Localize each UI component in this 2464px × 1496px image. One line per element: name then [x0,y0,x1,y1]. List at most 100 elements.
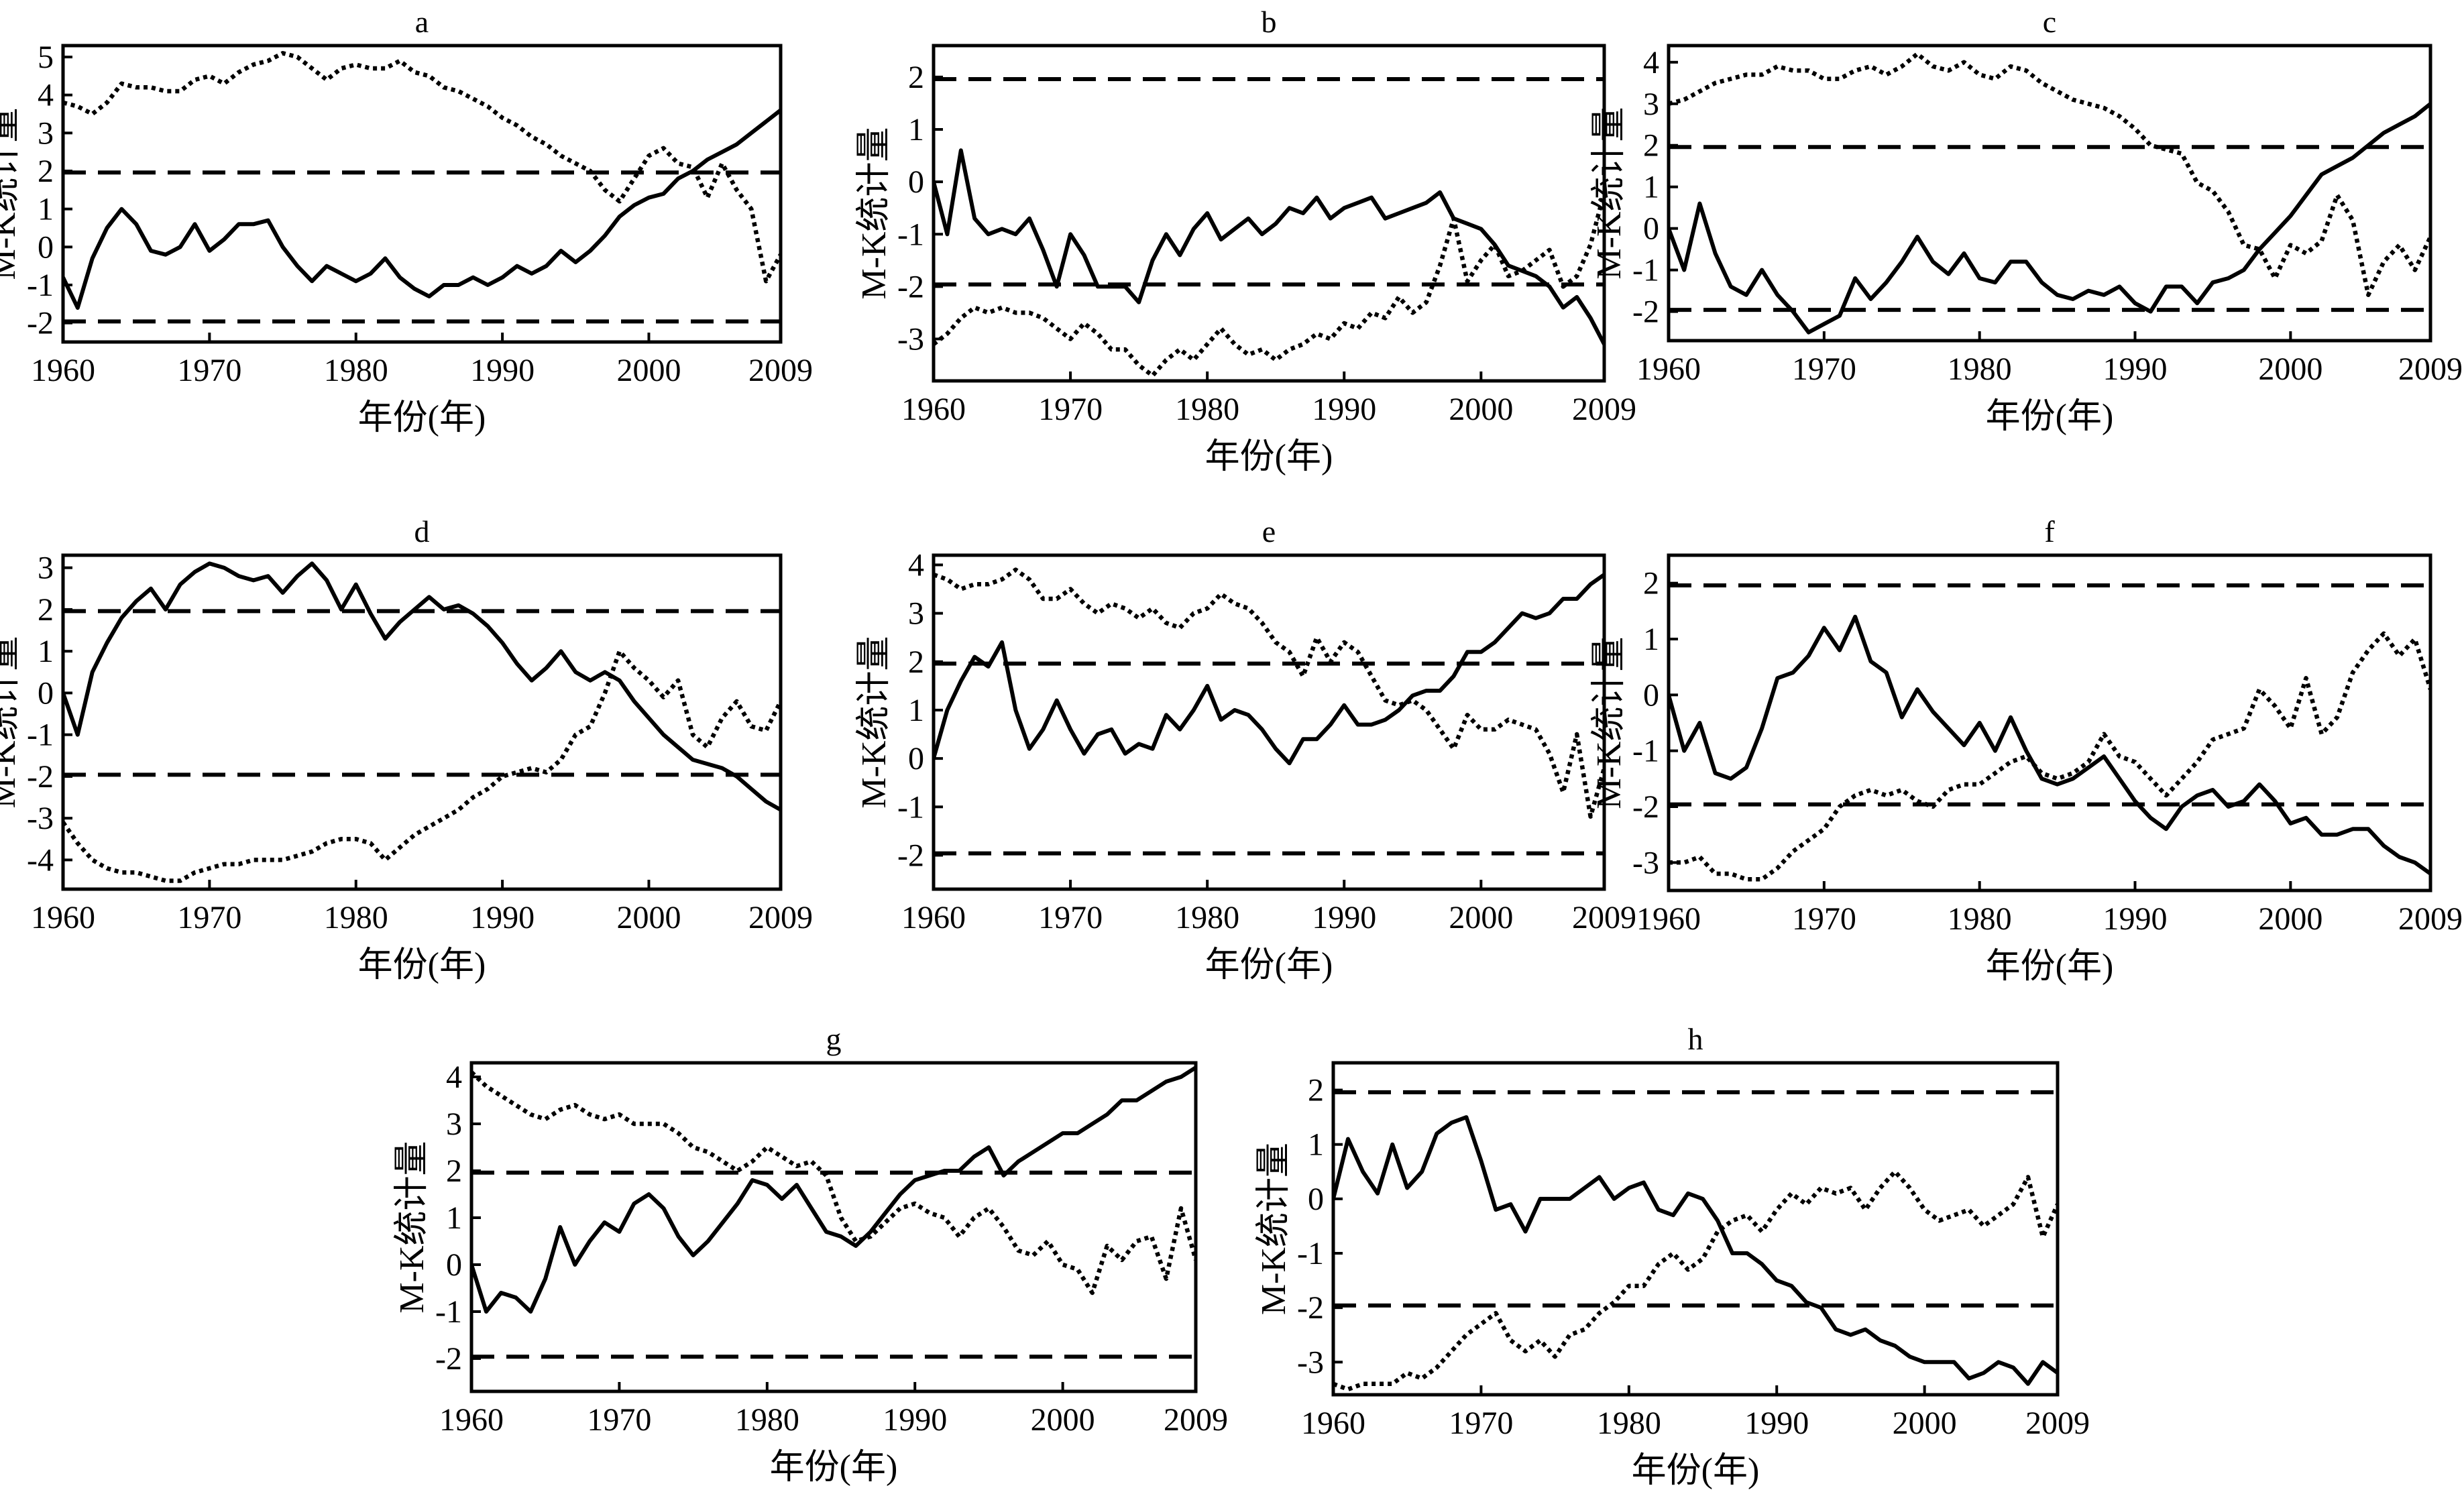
panel-title: g [826,1022,842,1056]
y-tick-label: 3 [38,551,54,586]
x-tick-label: 1990 [470,353,535,388]
y-axis-label: M-K统计量 [1590,636,1628,809]
x-tick-label: 2009 [1164,1402,1228,1438]
x-tick-label: 1990 [1312,392,1376,427]
y-tick-label: 1 [38,192,54,227]
y-tick-label: -4 [27,842,54,878]
x-tick-label: 1960 [1636,901,1701,937]
y-tick-label: 2 [1643,566,1659,601]
x-tick-label: 2009 [2025,1405,2090,1441]
x-axis-label: 年份(年) [1205,946,1333,984]
plot-frame [61,44,783,344]
plot-frame [1667,553,2432,893]
uf-series-line [471,1066,1196,1314]
panel-title: h [1688,1022,1703,1056]
y-tick-label: 0 [908,164,924,200]
x-axis-label: 年份(年) [1632,1452,1760,1490]
x-tick-label: 1960 [439,1402,504,1438]
y-tick-label: -2 [1632,294,1659,330]
x-tick-label: 1960 [1301,1405,1365,1441]
uf-series-line [934,148,1604,345]
y-tick-label: 0 [908,741,924,776]
uf-series-line [63,561,781,812]
x-tick-label: 1960 [31,353,95,388]
y-tick-label: 1 [1643,622,1659,657]
plot-frame [1331,1061,2060,1397]
x-tick-label: 1970 [1038,900,1103,935]
ub-series-line [934,567,1604,819]
y-axis-label: M-K统计量 [855,636,893,808]
y-tick-label: 2 [446,1153,462,1189]
y-tick-label: -2 [27,306,54,341]
y-tick-label: 1 [446,1200,462,1236]
panel-h: -3 -2 -1 0 1 2 1960 1970 1980 1990 2000 2009 h 年份(年) M… [1255,1022,2090,1490]
ub-series-line [471,1070,1196,1296]
y-axis-label: M-K统计量 [1255,1143,1293,1315]
panel-title: a [415,5,429,39]
y-tick-label: 3 [1643,87,1659,122]
y-tick-label: -3 [1297,1344,1324,1380]
x-tick-label: 2000 [2258,351,2322,387]
x-tick-label: 1970 [1792,351,1856,387]
uf-series-line [63,108,781,310]
panel-e: -2 -1 0 1 2 3 4 1960 1970 1980 1990 2000 2009 e 年份(年) M… [855,514,1636,984]
x-tick-label: 1980 [324,353,388,388]
y-tick-label: -3 [27,801,54,836]
x-tick-label: 2009 [748,353,813,388]
uf-series-line [934,573,1604,766]
x-axis-label: 年份(年) [358,399,486,437]
x-axis-label: 年份(年) [1986,947,2114,986]
y-tick-label: 2 [38,154,54,189]
y-tick-label: 4 [908,547,924,583]
panel-f: -3 -2 -1 0 1 2 1960 1970 1980 1990 2000 2009 f 年份(年) M… [1590,514,2463,986]
plot-frame [1667,44,2432,343]
x-tick-label: 2000 [1031,1402,1095,1438]
y-tick-label: -1 [1297,1236,1324,1271]
y-tick-label: 0 [38,675,54,711]
y-tick-label: 0 [446,1247,462,1283]
y-tick-label: -3 [897,322,924,357]
y-tick-label: -2 [1297,1290,1324,1326]
panel-title: b [1262,5,1277,39]
y-tick-label: -3 [1632,845,1659,880]
x-tick-label: 2009 [2398,901,2463,937]
ub-series-line [934,191,1604,378]
x-tick-label: 2000 [1449,392,1513,427]
panel-d: -4 -3 -2 -1 0 1 2 3 1960 1970 1980 1990 2000 2009 d 年份(… [0,514,813,984]
ub-series-line [1669,52,2430,298]
y-tick-label: 4 [1643,45,1659,80]
x-tick-label: 1990 [2103,351,2168,387]
y-tick-label: -1 [1632,253,1659,288]
x-tick-label: 2009 [1572,900,1636,935]
y-tick-label: 2 [1308,1073,1324,1108]
x-tick-label: 1960 [31,900,95,935]
y-tick-label: -2 [27,759,54,795]
ub-series-line [63,648,781,883]
x-tick-label: 1970 [1449,1405,1513,1441]
y-tick-label: 1 [1308,1127,1324,1163]
x-tick-label: 1980 [1597,1405,1661,1441]
x-tick-label: 2009 [748,900,813,935]
x-tick-label: 1970 [177,900,241,935]
y-tick-label: -1 [27,268,54,303]
y-axis-label: M-K统计量 [0,636,23,808]
x-axis-label: 年份(年) [1205,438,1333,476]
y-tick-label: 2 [908,60,924,95]
x-axis-label: 年份(年) [1986,398,2114,436]
y-tick-label: 2 [908,644,924,680]
x-tick-label: 1990 [2103,901,2168,937]
y-tick-label: -2 [897,269,924,304]
ub-series-line [63,51,781,284]
panel-title: f [2044,514,2055,549]
ub-series-line [1333,1169,2058,1392]
y-tick-label: 0 [38,229,54,265]
x-tick-label: 1980 [1175,392,1239,427]
x-axis-label: 年份(年) [358,946,486,984]
panel-c: -2 -1 0 1 2 3 4 1960 1970 1980 1990 2000 2009 c 年份(年) M… [1590,5,2463,436]
y-tick-label: 0 [1308,1182,1324,1217]
x-tick-label: 1980 [1948,351,2012,387]
y-tick-label: 0 [1643,677,1659,713]
y-tick-label: 4 [446,1059,462,1095]
